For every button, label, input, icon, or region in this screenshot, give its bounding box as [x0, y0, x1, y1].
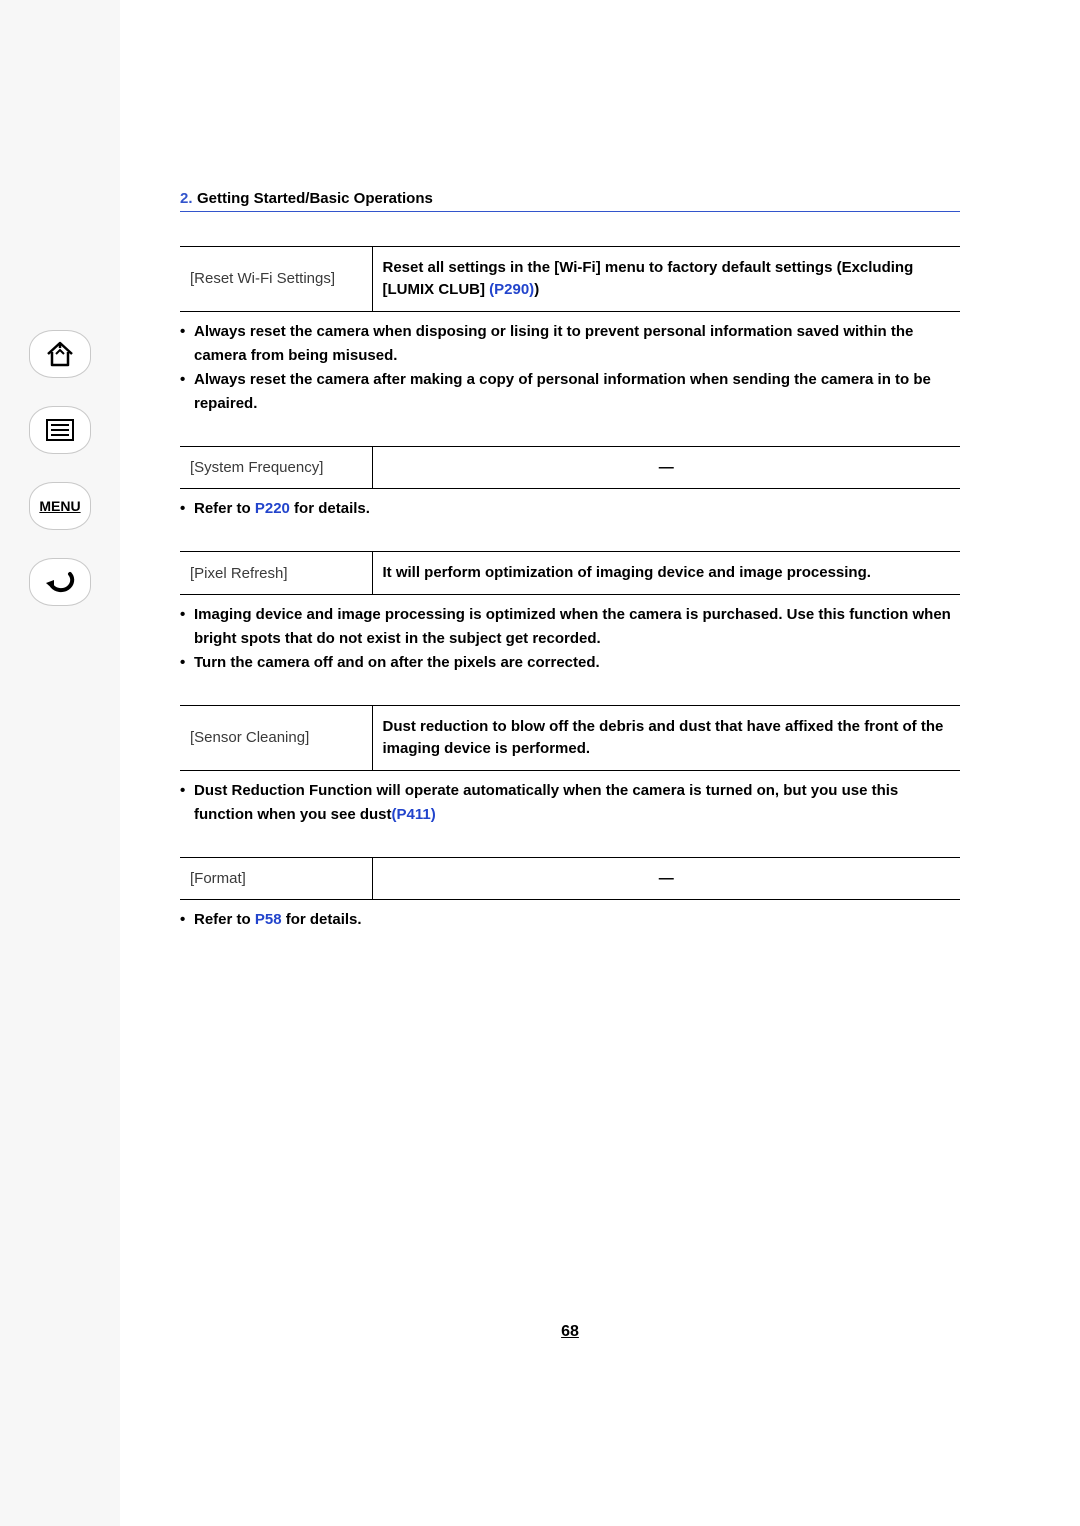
- setting-description: —: [372, 857, 960, 900]
- setting-description: Reset all settings in the [Wi-Fi] menu t…: [372, 247, 960, 312]
- setting-notes: •Dust Reduction Function will operate au…: [180, 779, 960, 827]
- setting-label: [System Frequency]: [180, 446, 372, 489]
- setting-label: [Format]: [180, 857, 372, 900]
- list-icon: [45, 419, 75, 441]
- chapter-title: Getting Started/Basic Operations: [197, 190, 433, 207]
- setting-label: [Pixel Refresh]: [180, 552, 372, 595]
- back-button[interactable]: [29, 558, 91, 606]
- setting-notes: •Imaging device and image processing is …: [180, 603, 960, 675]
- page-link[interactable]: (P290): [489, 281, 534, 298]
- setting-label: [Sensor Cleaning]: [180, 706, 372, 771]
- setting-row-reset-wifi: [Reset Wi-Fi Settings] Reset all setting…: [180, 246, 960, 312]
- home-button[interactable]: [29, 330, 91, 378]
- setting-description: Dust reduction to blow off the debris an…: [372, 706, 960, 771]
- setting-notes: •Refer to P220 for details.: [180, 497, 960, 521]
- setting-row-format: [Format] —: [180, 857, 960, 901]
- setting-notes: •Always reset the camera when disposing …: [180, 320, 960, 416]
- home-icon: [45, 341, 75, 367]
- page-link[interactable]: P58: [255, 911, 282, 928]
- setting-description: —: [372, 446, 960, 489]
- nav-sidebar: MENU: [0, 0, 120, 1526]
- setting-row-pixel-refresh: [Pixel Refresh] It will perform optimiza…: [180, 551, 960, 595]
- list-button[interactable]: [29, 406, 91, 454]
- setting-row-sensor-cleaning: [Sensor Cleaning] Dust reduction to blow…: [180, 705, 960, 771]
- menu-label: MENU: [39, 498, 80, 514]
- chapter-header: 2. Getting Started/Basic Operations: [180, 190, 960, 212]
- page-link[interactable]: P220: [255, 500, 290, 517]
- chapter-number: 2.: [180, 190, 193, 207]
- setting-notes: •Refer to P58 for details.: [180, 908, 960, 932]
- page-content: 2. Getting Started/Basic Operations [Res…: [120, 0, 1080, 1526]
- page-link[interactable]: (P411): [392, 806, 436, 823]
- menu-button[interactable]: MENU: [29, 482, 91, 530]
- setting-row-system-frequency: [System Frequency] —: [180, 446, 960, 490]
- setting-description: It will perform optimization of imaging …: [372, 552, 960, 595]
- back-icon: [44, 570, 76, 594]
- page-number: 68: [120, 1323, 1020, 1341]
- setting-label: [Reset Wi-Fi Settings]: [180, 247, 372, 312]
